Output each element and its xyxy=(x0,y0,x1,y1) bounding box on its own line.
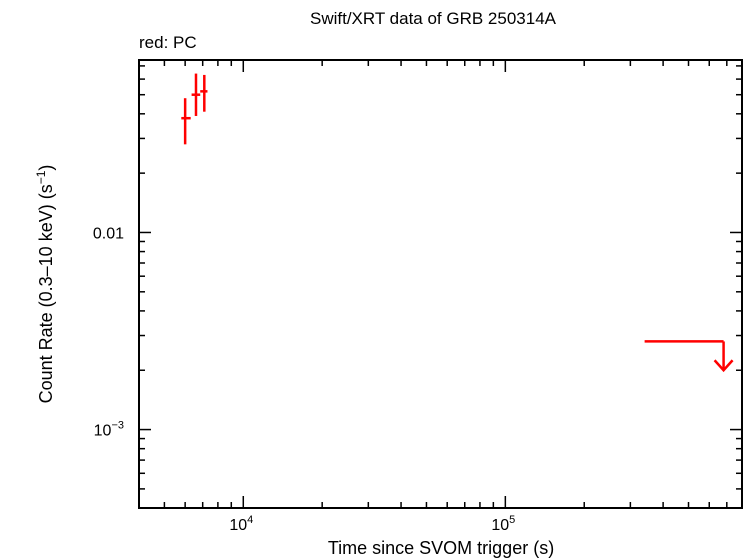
x-axis-ticks xyxy=(138,60,743,508)
y-axis-label-close: ) xyxy=(36,165,56,171)
y-tick-label: 10−3 xyxy=(94,420,124,440)
x-axis-tick-labels: 104 105 xyxy=(229,514,515,534)
data-point xyxy=(200,74,208,112)
plot-frame xyxy=(138,59,743,509)
x-axis-label: Time since SVOM trigger (s) xyxy=(328,538,554,558)
y-axis-tick-labels: 0.01 10−3 xyxy=(93,225,124,439)
x-tick-label: 104 xyxy=(229,514,253,534)
y-tick-label-exp: −3 xyxy=(111,420,124,432)
upper-limit-arrow-head xyxy=(713,359,734,373)
y-axis-label-main: Count Rate (0.3–10 keV) (s xyxy=(36,184,56,403)
chart-subtitle: red: PC xyxy=(139,33,197,52)
y-axis-label: Count Rate (0.3–10 keV) (s−1) xyxy=(34,165,56,404)
x-tick-label-exp: 4 xyxy=(247,514,253,526)
y-axis-ticks xyxy=(139,65,742,509)
x-tick-label-exp: 5 xyxy=(509,514,515,526)
x-tick-label-base: 10 xyxy=(491,517,509,534)
x-tick-label-base: 10 xyxy=(229,517,247,534)
data-series-pc xyxy=(181,73,734,373)
data-point xyxy=(191,73,201,116)
upper-limit xyxy=(644,340,734,373)
y-tick-label: 0.01 xyxy=(93,225,124,242)
y-tick-label-base: 10 xyxy=(94,423,112,440)
y-axis-label-exp: −1 xyxy=(34,170,48,184)
x-tick-label: 105 xyxy=(491,514,515,534)
chart-title: Swift/XRT data of GRB 250314A xyxy=(310,9,557,28)
data-point xyxy=(181,98,191,145)
